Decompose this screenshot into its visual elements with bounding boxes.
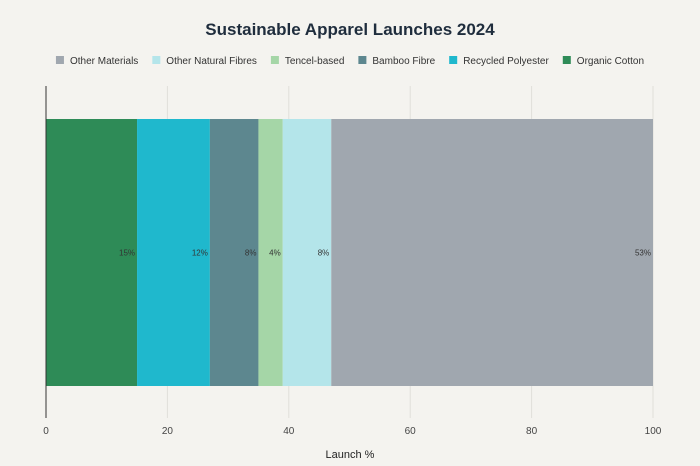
data-label-recycled-polyester: 12% — [192, 249, 208, 258]
legend-item-bamboo-fibre: Bamboo Fibre — [358, 56, 436, 67]
data-label-other-materials: 53% — [635, 249, 651, 258]
legend-label-other-materials: Other Materials — [70, 56, 138, 67]
bar-segment-recycled-polyester — [137, 119, 210, 386]
legend-item-recycled-polyester: Recycled Polyester — [449, 56, 549, 67]
x-tick-label-0: 0 — [43, 426, 49, 437]
data-label-organic-cotton: 15% — [119, 249, 135, 258]
legend-label-organic-cotton: Organic Cotton — [577, 56, 644, 67]
chart-title: Sustainable Apparel Launches 2024 — [205, 20, 495, 39]
x-tick-label-20: 20 — [162, 426, 174, 437]
bar-segments: 15% 12% 8% 4% 8% 53% — [46, 119, 653, 386]
legend-label-tencel-based: Tencel-based — [285, 56, 344, 67]
legend-swatch-organic-cotton — [562, 56, 571, 64]
x-tick-label-80: 80 — [526, 426, 538, 437]
x-axis-ticks: 0 20 40 60 80 100 — [43, 426, 662, 437]
legend-item-other-natural-fibres: Other Natural Fibres — [152, 56, 257, 67]
x-tick-label-60: 60 — [405, 426, 417, 437]
bar-segment-organic-cotton — [46, 119, 138, 386]
x-tick-label-100: 100 — [645, 426, 662, 437]
x-axis-label: Launch % — [326, 449, 375, 461]
data-label-tencel-based: 4% — [269, 249, 281, 258]
data-label-bamboo-fibre: 8% — [245, 249, 257, 258]
bar-segment-bamboo-fibre — [209, 119, 259, 386]
legend: Other Materials Other Natural Fibres Tence… — [55, 56, 644, 67]
legend-label-recycled-polyester: Recycled Polyester — [463, 56, 549, 67]
bar-segment-other-materials — [331, 119, 653, 386]
bar-segment-other-natural-fibres — [282, 119, 332, 386]
legend-swatch-bamboo-fibre — [358, 56, 367, 64]
legend-swatch-recycled-polyester — [449, 56, 458, 64]
legend-swatch-other-materials — [55, 56, 64, 64]
legend-label-bamboo-fibre: Bamboo Fibre — [372, 56, 435, 67]
legend-item-other-materials: Other Materials — [55, 56, 138, 67]
x-tick-label-40: 40 — [283, 426, 295, 437]
legend-item-organic-cotton: Organic Cotton — [562, 56, 644, 67]
bar-segment-tencel-based — [258, 119, 283, 386]
data-label-other-natural-fibres: 8% — [318, 249, 330, 258]
legend-label-other-natural-fibres: Other Natural Fibres — [166, 56, 257, 67]
legend-item-tencel-based: Tencel-based — [270, 56, 344, 67]
legend-swatch-tencel-based — [270, 56, 279, 64]
legend-swatch-other-natural-fibres — [152, 56, 161, 64]
